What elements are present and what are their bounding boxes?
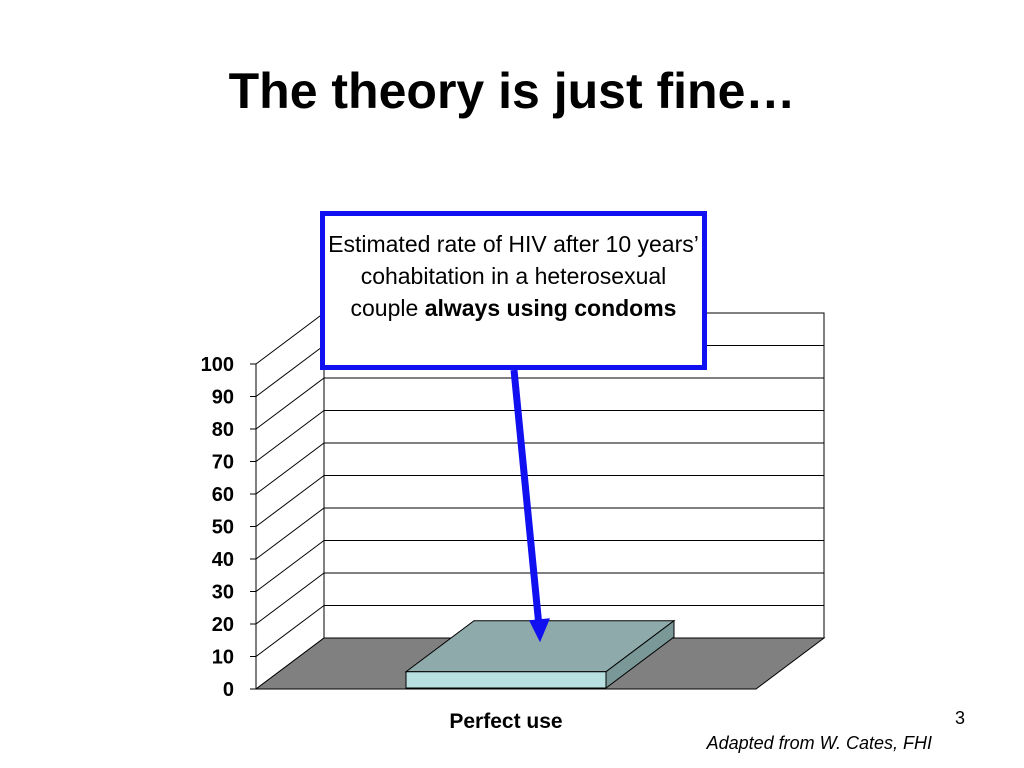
source-note: Adapted from W. Cates, FHI: [706, 733, 932, 753]
y-tick-label: 40: [212, 549, 234, 571]
callout-box: Estimated rate of HIV after 10 years’ co…: [320, 211, 707, 370]
y-tick-label: 50: [212, 517, 234, 539]
y-tick-label: 0: [223, 679, 234, 701]
arrow-shaft: [510, 369, 543, 627]
callout-text: Estimated rate of HIV after 10 years’ co…: [328, 231, 699, 321]
y-tick-label: 20: [212, 614, 234, 636]
side-gridline: [255, 312, 325, 365]
side-gridline: [255, 507, 325, 560]
y-axis-tick-labels: 0 10 20 30 40 50 60 70 80 90 100: [201, 354, 256, 701]
bar-front: [405, 671, 607, 689]
bar: [404, 619, 676, 689]
y-tick-label: 80: [212, 419, 234, 441]
x-category-label: Perfect use: [449, 710, 562, 733]
y-tick-label: 30: [212, 582, 234, 604]
side-gridline: [255, 410, 325, 462]
page-number: 3: [954, 708, 965, 728]
side-gridline: [255, 572, 325, 625]
y-tick-label: 10: [212, 647, 234, 669]
side-gridline: [255, 605, 325, 657]
chart-bars: [404, 619, 676, 689]
y-tick-label: 70: [212, 452, 234, 474]
callout-text-bold: always using condoms: [424, 295, 677, 321]
side-gridline: [255, 475, 325, 527]
y-tick-label: 90: [212, 387, 234, 409]
y-tick-label: 60: [212, 484, 234, 506]
callout-arrow: [510, 369, 550, 643]
slide-title: The theory is just fine…: [228, 63, 796, 119]
side-gridline: [255, 540, 325, 592]
side-gridline: [255, 377, 325, 430]
y-tick-label: 100: [201, 354, 234, 376]
side-gridline: [255, 442, 325, 495]
arrow-head: [529, 618, 550, 643]
side-gridline: [255, 345, 325, 397]
x-axis-category-labels: Perfect use: [449, 710, 562, 733]
